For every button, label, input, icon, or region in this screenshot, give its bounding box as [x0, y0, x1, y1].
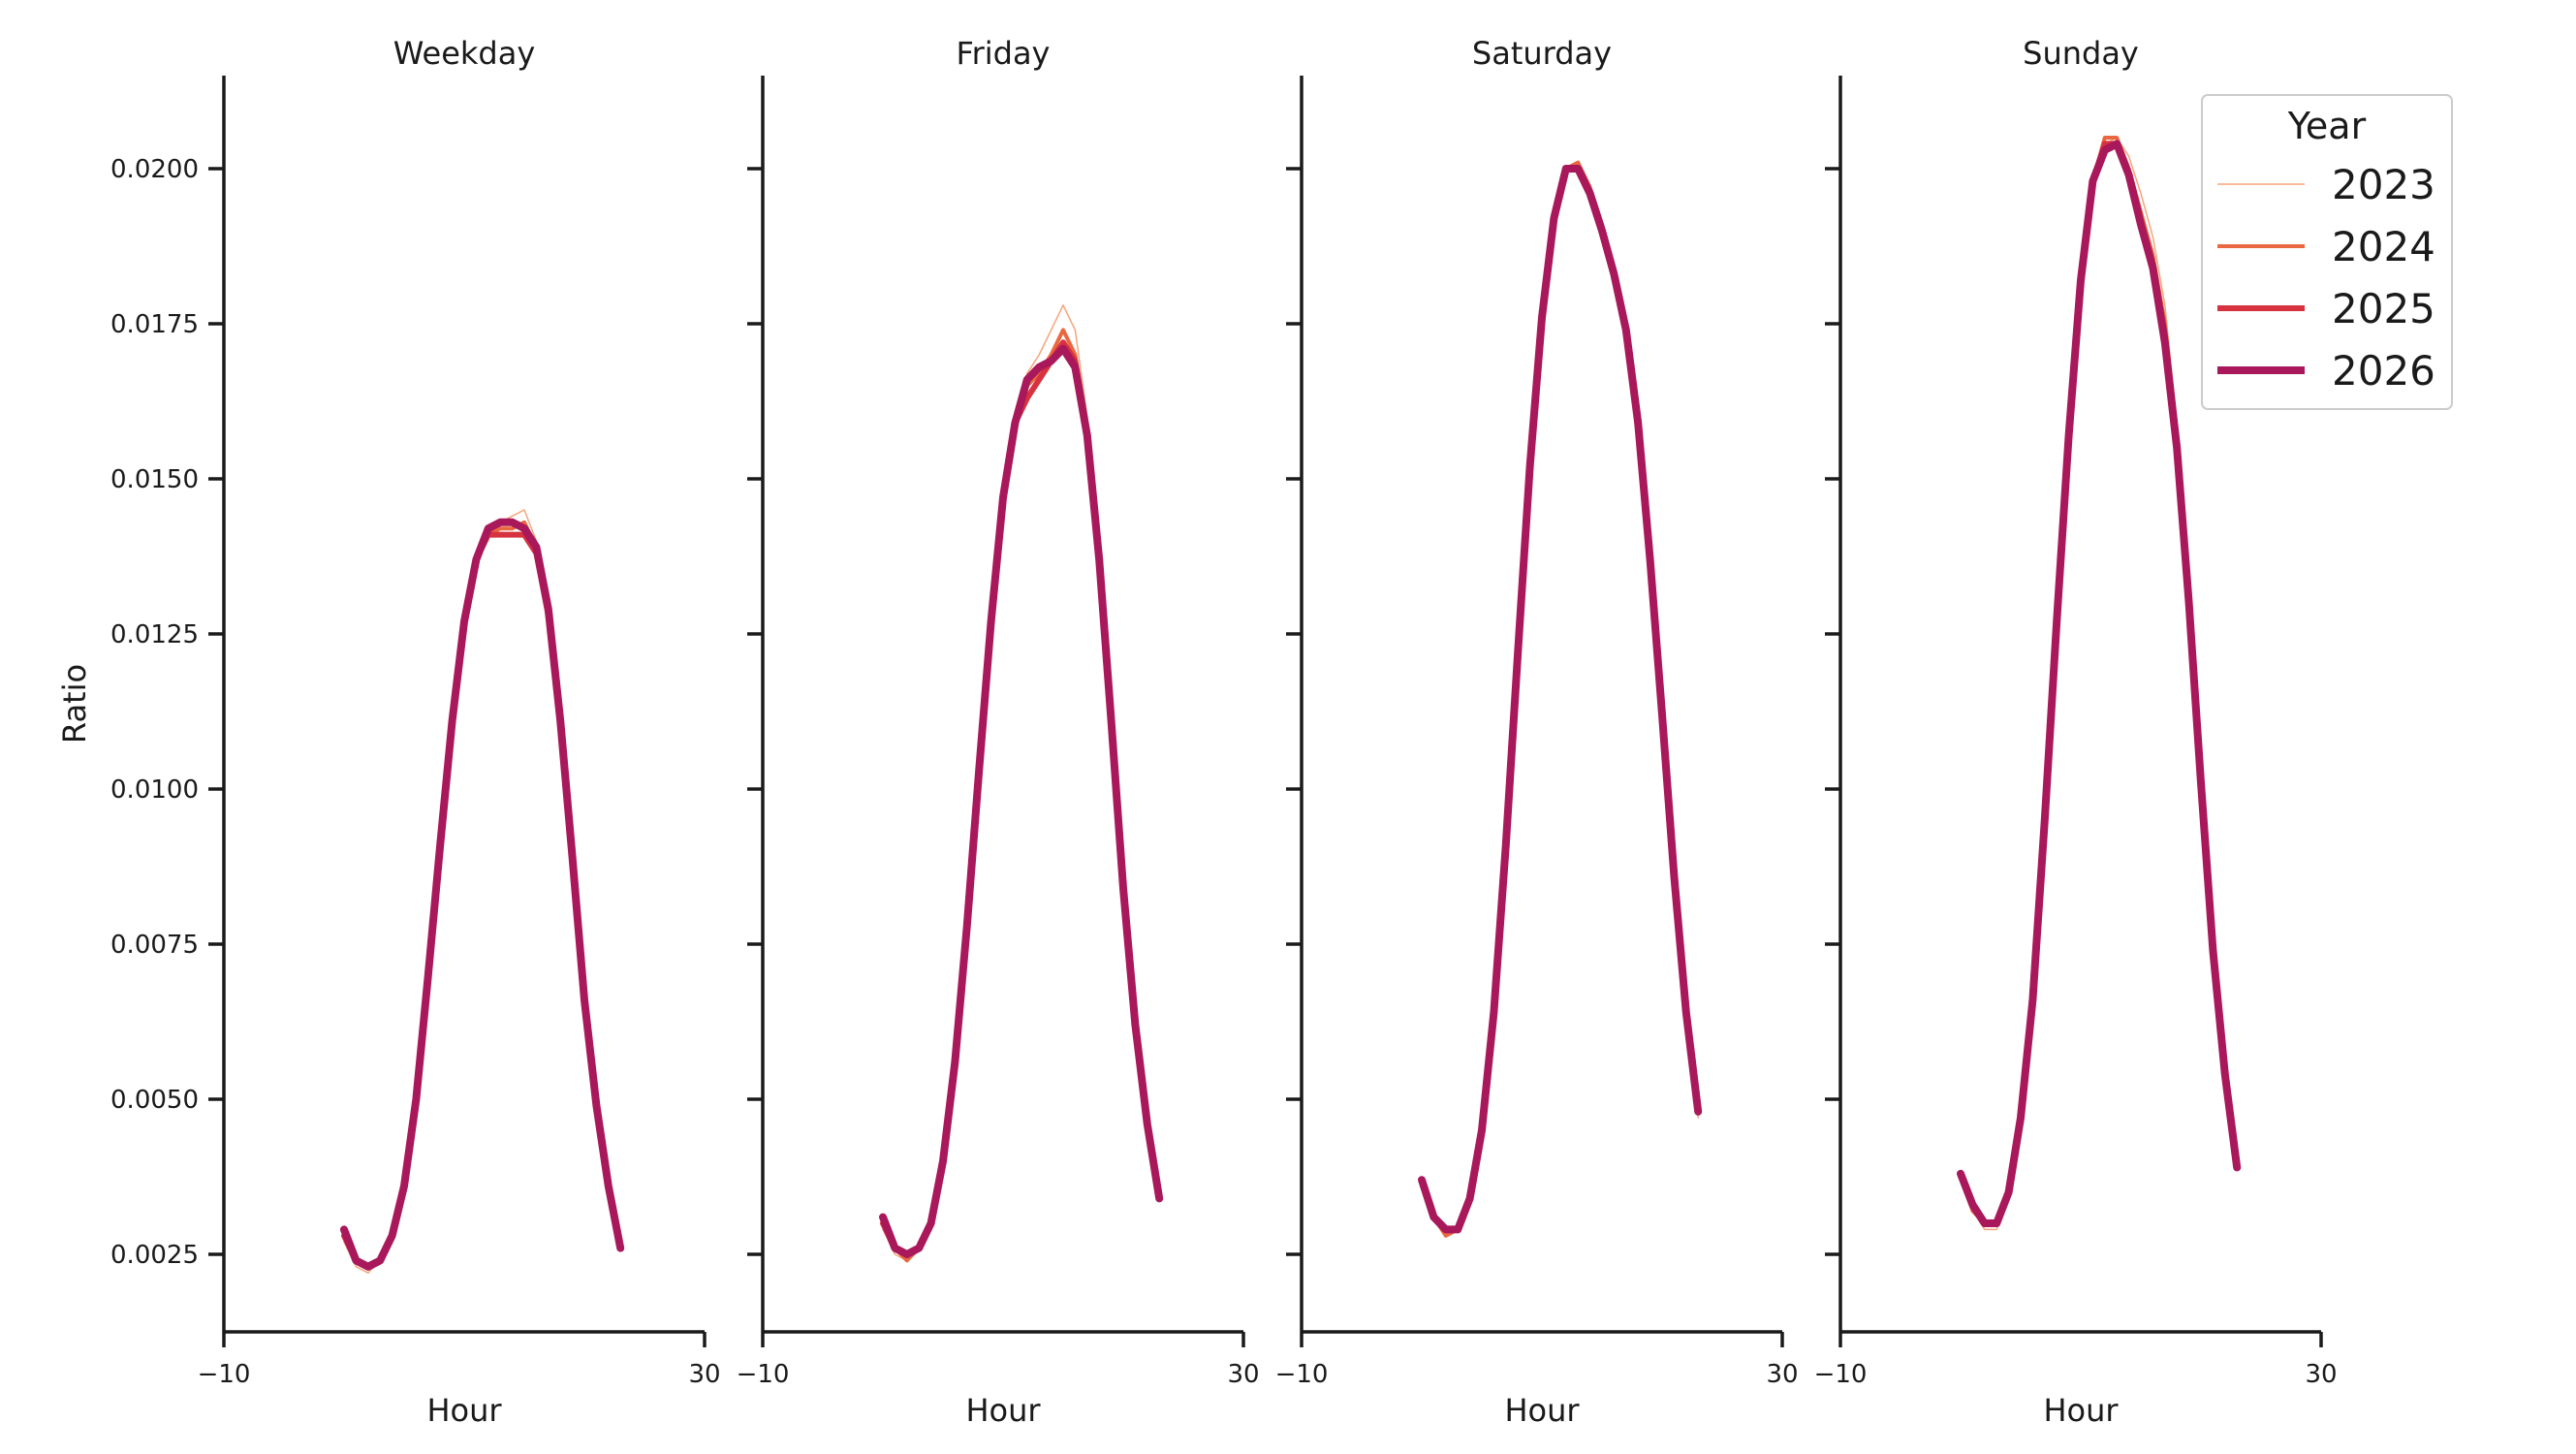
y-tick-label: 0.0150: [110, 465, 199, 494]
y-tick-label: 0.0200: [110, 155, 199, 184]
panel-friday: Friday −10 30 Hour: [737, 35, 1260, 1429]
legend-title: Year: [2287, 105, 2367, 147]
panel-weekday: Weekday 0.0025 0.0050 0.0075 0.0100 0.0125 0.0…: [110, 35, 721, 1429]
panel-title: Weekday: [393, 35, 536, 72]
series-line-2026: [340, 518, 625, 1271]
y-tick-label: 0.0050: [110, 1086, 199, 1115]
x-tick-label: −10: [1814, 1360, 1868, 1389]
legend-label-2025: 2025: [2332, 285, 2435, 332]
series-line-2023: [1421, 161, 1699, 1237]
legend-label-2026: 2026: [2332, 347, 2435, 395]
panel-title: Saturday: [1472, 35, 1612, 72]
panel-title: Friday: [957, 35, 1051, 72]
x-tick-label: −10: [737, 1360, 790, 1389]
x-axis-label: Hour: [1504, 1392, 1580, 1429]
x-axis-label: Hour: [2043, 1392, 2119, 1429]
panel-sunday: Sunday −10 30 Hour: [1814, 35, 2338, 1429]
x-axis-label: Hour: [965, 1392, 1041, 1429]
legend-label-2024: 2024: [2332, 223, 2435, 270]
series-line-2026: [1418, 165, 1703, 1234]
series-line-2025: [1419, 166, 1702, 1233]
y-tick-label: 0.0175: [110, 310, 199, 339]
series-line-2026: [1957, 140, 2242, 1227]
panel-saturday: Saturday −10 30 Hour: [1275, 35, 1799, 1429]
y-tick-label: 0.0125: [110, 620, 199, 649]
x-tick-label: 30: [688, 1360, 720, 1389]
y-axis-label: Ratio: [56, 664, 93, 743]
x-axis-label: Hour: [426, 1392, 502, 1429]
series-line-2024: [1420, 160, 1701, 1238]
legend-label-2023: 2023: [2332, 161, 2435, 208]
y-tick-label: 0.0100: [110, 775, 199, 805]
y-tick-label: 0.0075: [110, 931, 199, 960]
x-tick-label: 30: [1227, 1360, 1259, 1389]
x-tick-label: −10: [198, 1360, 251, 1389]
legend: Year 2023 2024 2025 2026: [2201, 94, 2453, 410]
y-tick-label: 0.0025: [110, 1241, 199, 1270]
panel-title: Sunday: [2023, 35, 2139, 72]
legend-box: [2201, 94, 2453, 410]
x-tick-label: 30: [2305, 1360, 2337, 1389]
series-line-2026: [879, 344, 1164, 1258]
x-tick-label: −10: [1275, 1360, 1329, 1389]
x-tick-label: 30: [1766, 1360, 1798, 1389]
